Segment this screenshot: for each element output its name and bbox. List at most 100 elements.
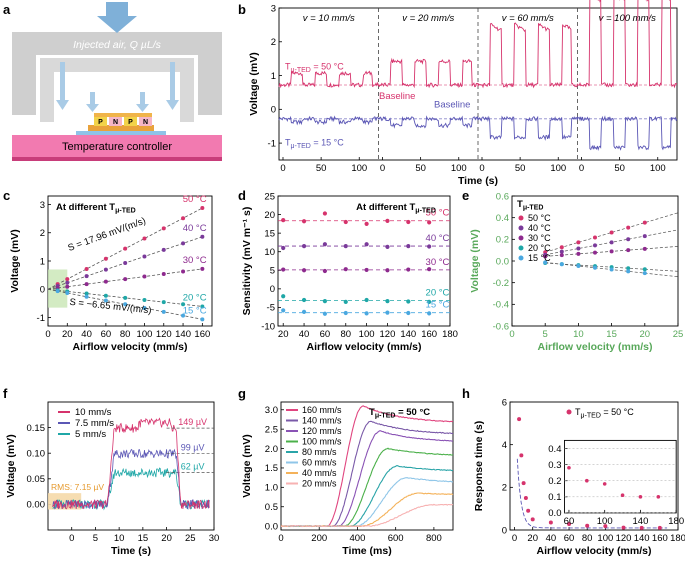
y-tick-label: 0.2 <box>548 476 561 487</box>
x-tick-label: 100 <box>451 163 467 174</box>
data-point <box>526 508 531 513</box>
y-axis-label: Voltage (mV) <box>469 229 481 292</box>
data-point <box>322 311 328 316</box>
panel-h-chart: 0 20 40 60 80 100 120 140 160 180 0 2 4 6 Airflow velo… <box>473 397 685 557</box>
x-tick-label: 50 <box>515 163 526 174</box>
x-tick-label: 120 <box>616 533 632 544</box>
x-axis-label: Time (s) <box>458 175 498 187</box>
data-point <box>364 221 369 226</box>
chip-n2: N <box>143 119 148 126</box>
x-tick-label: 15 <box>606 329 617 340</box>
x-tick-label: 0 <box>280 163 285 174</box>
data-point <box>657 525 662 530</box>
panel-label-d: d <box>238 188 246 203</box>
x-tick-label: 180 <box>442 329 458 340</box>
panel-label-h: h <box>462 386 470 401</box>
data-point <box>142 298 147 302</box>
data-point <box>123 302 128 307</box>
y-tick-label: 0.4 <box>496 213 509 224</box>
data-point <box>559 245 564 250</box>
data-point <box>548 520 553 525</box>
legend-label: 30 °C <box>528 233 551 243</box>
y-tick-label: 3 <box>40 200 45 211</box>
y-axis-label: Voltage (mV) <box>248 52 260 115</box>
y-tick-label: -1 <box>37 313 45 324</box>
y-tick-label: -1 <box>268 138 276 149</box>
y-axis-label: Voltage (mV) <box>241 434 253 497</box>
x-tick-label: 5 <box>543 329 548 340</box>
x-tick-label: 100 <box>597 533 613 544</box>
data-point <box>161 300 166 305</box>
data-point <box>181 241 186 246</box>
x-tick-label: 140 <box>400 329 416 340</box>
y-tick-label: 0.1 <box>548 492 561 503</box>
data-point <box>593 265 597 270</box>
chip-legs <box>94 113 152 126</box>
y-tick-label: 0.15 <box>27 423 46 434</box>
series-label: 30 °C <box>426 257 450 268</box>
y-tick-label: 2.0 <box>265 444 278 455</box>
legend-marker <box>518 215 524 221</box>
data-point <box>200 206 205 211</box>
data-point <box>642 220 647 225</box>
data-point <box>84 282 89 287</box>
data-point <box>322 211 328 216</box>
data-point <box>385 244 390 249</box>
data-point <box>103 279 108 284</box>
x-tick-label: 20 <box>62 329 73 340</box>
data-point <box>609 240 614 245</box>
x-tick-label: 100 <box>351 163 367 174</box>
x-tick-label: 400 <box>350 533 366 544</box>
y-tick-label: 0.10 <box>27 449 46 460</box>
data-point <box>84 274 89 279</box>
y-tick-label: 0.2 <box>496 235 509 246</box>
controller-top <box>12 135 222 157</box>
x-tick-label: 180 <box>668 516 684 527</box>
x-axis-label: Time (s) <box>111 545 151 557</box>
x-tick-label: 100 <box>137 329 153 340</box>
plot-frame <box>277 195 451 327</box>
data-point <box>364 311 369 316</box>
chip-p1: P <box>98 119 103 126</box>
segment-label: v = 10 mm/s <box>303 13 355 24</box>
legend-marker <box>566 409 572 415</box>
panel-f-chart: 0 5 10 15 20 25 30 0.00 0.05 0.10 0.15 Time (s) Volt… <box>5 401 219 557</box>
x-tick-label: 100 <box>550 163 566 174</box>
y-tick-label: 0.4 <box>548 444 561 455</box>
legend-label: 20 °C <box>528 243 551 253</box>
legend-marker <box>518 235 524 241</box>
legend-label: 15 °C <box>528 253 551 263</box>
data-point <box>406 267 411 272</box>
x-tick-label: 60 <box>320 329 331 340</box>
panel-g-chart: 0 200 400 600 800 0.0 0.5 1.0 1.5 2.0 2.5 3.0 Time (… <box>241 401 454 557</box>
x-tick-label: 140 <box>175 329 191 340</box>
inset-data-point <box>638 495 643 499</box>
x-axis-label: Airflow velocity (mm/s) <box>538 341 653 353</box>
y-tick-label: 2 <box>502 483 507 494</box>
x-tick-label: 50 <box>415 163 426 174</box>
fit-line <box>545 212 679 253</box>
y-tick-label: 5 <box>270 266 275 277</box>
data-point <box>530 517 535 522</box>
data-point <box>576 240 581 245</box>
y-tick-label: 0 <box>270 284 275 295</box>
data-point <box>65 284 70 289</box>
data-point <box>523 496 528 500</box>
data-point <box>161 309 166 314</box>
data-point <box>593 243 597 248</box>
legend-label: 80 mm/s <box>302 447 337 457</box>
plot-frame <box>564 439 677 514</box>
legend-50C: Tμ-TED = 50 °C <box>285 61 344 74</box>
y-tick-label: 1.5 <box>265 463 278 474</box>
x-tick-label: 20 <box>278 329 289 340</box>
y-tick-label: 0.05 <box>27 474 46 485</box>
y-tick-label: 20 <box>264 210 275 221</box>
segment-label: v = 20 mm/s <box>402 13 454 24</box>
trace-15C <box>278 115 678 151</box>
x-tick-label: 10 <box>573 329 584 340</box>
trace <box>52 417 210 510</box>
y-axis-label: Sensitivity (mV m⁻¹ s) <box>241 207 253 316</box>
data-point <box>519 453 524 458</box>
legend-label: 7.5 mm/s <box>75 418 114 429</box>
data-point <box>200 234 205 239</box>
